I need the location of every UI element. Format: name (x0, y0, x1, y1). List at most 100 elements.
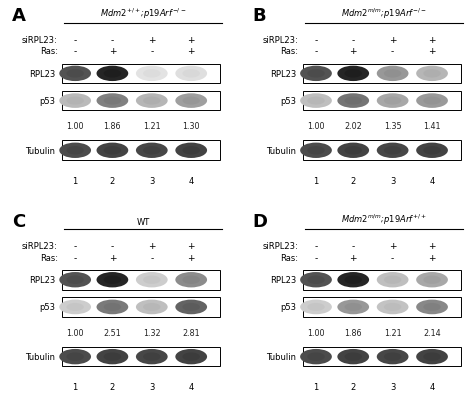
Ellipse shape (136, 67, 168, 82)
Ellipse shape (423, 276, 441, 284)
Ellipse shape (345, 303, 362, 311)
Text: -: - (314, 36, 318, 45)
Ellipse shape (175, 94, 207, 109)
Ellipse shape (416, 272, 448, 288)
Ellipse shape (104, 70, 121, 79)
Ellipse shape (143, 352, 161, 361)
Text: +: + (349, 47, 357, 56)
Text: D: D (253, 213, 267, 231)
Ellipse shape (136, 272, 168, 288)
Text: siRPL23:: siRPL23: (263, 36, 299, 45)
Text: p53: p53 (280, 303, 296, 312)
Ellipse shape (345, 276, 362, 284)
Text: 1.21: 1.21 (384, 328, 401, 337)
Text: Ras:: Ras: (281, 253, 299, 262)
Ellipse shape (136, 300, 168, 314)
Ellipse shape (143, 147, 161, 155)
Text: Tubulin: Tubulin (266, 146, 296, 156)
Ellipse shape (377, 272, 409, 288)
Ellipse shape (59, 94, 91, 109)
Ellipse shape (416, 300, 448, 314)
Text: 4: 4 (429, 176, 435, 185)
Bar (62, 270, 219, 290)
Text: +: + (109, 47, 116, 56)
Ellipse shape (307, 70, 325, 79)
Text: 3: 3 (149, 382, 155, 391)
Text: Tubulin: Tubulin (26, 352, 55, 361)
Text: 1.32: 1.32 (143, 328, 161, 337)
Text: -: - (352, 36, 355, 45)
Text: 1.00: 1.00 (66, 122, 84, 131)
Text: +: + (428, 47, 436, 56)
Ellipse shape (97, 272, 128, 288)
Text: 4: 4 (189, 176, 194, 185)
Ellipse shape (416, 349, 448, 365)
Ellipse shape (59, 300, 91, 314)
Text: 4: 4 (189, 382, 194, 391)
Text: $Mdm2^{m/m}$;$p19Arf^{+/+}$: $Mdm2^{m/m}$;$p19Arf^{+/+}$ (341, 213, 427, 227)
Bar (303, 270, 461, 290)
Ellipse shape (300, 349, 332, 365)
Ellipse shape (337, 67, 369, 82)
Ellipse shape (175, 143, 207, 158)
Ellipse shape (104, 147, 121, 155)
Ellipse shape (384, 147, 401, 155)
Ellipse shape (104, 352, 121, 361)
Ellipse shape (182, 97, 200, 105)
Ellipse shape (136, 143, 168, 158)
Text: +: + (109, 253, 116, 262)
Ellipse shape (337, 94, 369, 109)
Text: +: + (349, 253, 357, 262)
Text: 4: 4 (429, 382, 435, 391)
Text: 1.30: 1.30 (182, 122, 200, 131)
Ellipse shape (423, 70, 441, 79)
Bar (303, 347, 461, 367)
Text: 1.35: 1.35 (384, 122, 401, 131)
Text: +: + (389, 36, 396, 45)
Text: +: + (187, 36, 195, 45)
Text: B: B (253, 7, 266, 25)
Text: -: - (391, 47, 394, 56)
Text: -: - (314, 242, 318, 251)
Text: 3: 3 (390, 382, 395, 391)
Ellipse shape (377, 143, 409, 158)
Ellipse shape (104, 276, 121, 284)
Ellipse shape (300, 94, 332, 109)
Ellipse shape (59, 349, 91, 365)
Text: $Mdm2^{m/m}$;$p19Arf^{-/-}$: $Mdm2^{m/m}$;$p19Arf^{-/-}$ (341, 6, 427, 21)
Ellipse shape (423, 303, 441, 311)
Bar (303, 65, 461, 84)
Text: +: + (389, 242, 396, 251)
Ellipse shape (384, 303, 401, 311)
Text: +: + (187, 47, 195, 56)
Ellipse shape (59, 143, 91, 158)
Ellipse shape (66, 276, 84, 284)
Text: +: + (187, 253, 195, 262)
Text: -: - (73, 36, 77, 45)
Ellipse shape (175, 300, 207, 314)
Bar (62, 91, 219, 111)
Ellipse shape (423, 352, 441, 361)
Text: 1: 1 (313, 382, 319, 391)
Ellipse shape (136, 349, 168, 365)
Ellipse shape (136, 94, 168, 109)
Text: -: - (314, 253, 318, 262)
Ellipse shape (307, 147, 325, 155)
Ellipse shape (377, 349, 409, 365)
Ellipse shape (345, 352, 362, 361)
Ellipse shape (307, 276, 325, 284)
Bar (303, 91, 461, 111)
Ellipse shape (104, 97, 121, 105)
Text: 1.86: 1.86 (345, 328, 362, 337)
Ellipse shape (97, 67, 128, 82)
Text: Tubulin: Tubulin (26, 146, 55, 156)
Text: p53: p53 (39, 97, 55, 106)
Text: 1: 1 (73, 382, 78, 391)
Ellipse shape (143, 303, 161, 311)
Text: -: - (111, 36, 114, 45)
Bar (62, 65, 219, 84)
Text: $Mdm2^{+/+}$;$p19Arf^{-/-}$: $Mdm2^{+/+}$;$p19Arf^{-/-}$ (100, 6, 186, 21)
Text: RPL23: RPL23 (270, 275, 296, 285)
Text: 1: 1 (73, 176, 78, 185)
Text: 2: 2 (110, 382, 115, 391)
